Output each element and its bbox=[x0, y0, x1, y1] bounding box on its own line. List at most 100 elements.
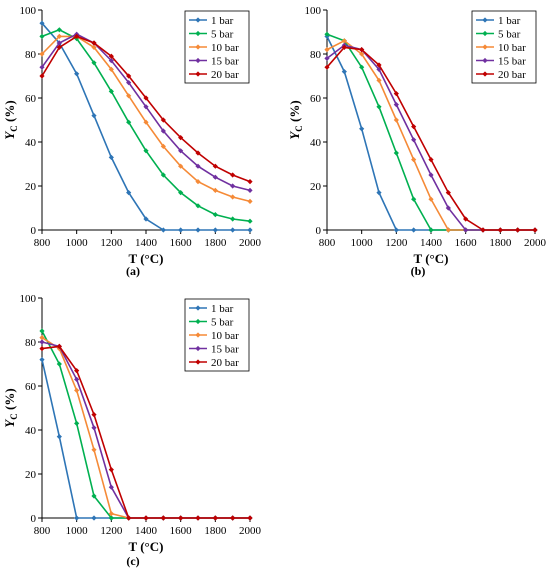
chart-panel-3: 0 20 40 60 80 100 800 1000 1200 1400 1600 1800 2000 T… bbox=[2, 293, 262, 568]
data-point bbox=[393, 102, 399, 108]
data-point bbox=[376, 62, 382, 68]
data-point bbox=[178, 135, 184, 141]
data-point bbox=[108, 511, 114, 517]
y-tick-label: 80 bbox=[310, 49, 322, 61]
legend-swatch-marker bbox=[195, 17, 201, 23]
data-point bbox=[91, 425, 97, 431]
y-tick-label: 40 bbox=[25, 425, 37, 437]
data-point bbox=[108, 58, 114, 64]
data-point bbox=[108, 88, 114, 94]
data-point bbox=[91, 412, 97, 418]
data-point bbox=[91, 44, 97, 50]
legend-label: 10 bar bbox=[211, 42, 239, 54]
data-point bbox=[445, 227, 451, 233]
data-point bbox=[160, 227, 166, 233]
data-point bbox=[143, 148, 149, 154]
data-point bbox=[195, 150, 201, 156]
data-point bbox=[91, 113, 97, 119]
data-point bbox=[126, 80, 132, 86]
data-point bbox=[91, 60, 97, 66]
data-point bbox=[324, 31, 330, 37]
data-point bbox=[39, 357, 45, 363]
data-point bbox=[195, 163, 201, 169]
legend-label: 5 bar bbox=[211, 317, 234, 329]
data-point bbox=[91, 40, 97, 46]
x-tick-label: 1400 bbox=[135, 237, 158, 249]
data-point bbox=[411, 196, 417, 202]
data-point bbox=[230, 515, 236, 521]
series-1 bbox=[39, 20, 253, 233]
legend-label: 1 bar bbox=[498, 15, 521, 27]
x-tick-label: 1000 bbox=[66, 525, 89, 537]
y-tick-label: 80 bbox=[25, 49, 37, 61]
data-point bbox=[178, 148, 184, 154]
data-point bbox=[74, 33, 80, 39]
legend-swatch-marker bbox=[482, 30, 488, 37]
data-point bbox=[445, 190, 451, 196]
data-point bbox=[212, 187, 218, 193]
x-tick-label: 1000 bbox=[351, 237, 374, 249]
series-5 bbox=[39, 33, 253, 185]
data-point bbox=[359, 126, 365, 132]
series-5 bbox=[39, 343, 253, 521]
legend-label: 15 bar bbox=[211, 344, 239, 356]
x-axis-label: T (°C) bbox=[129, 251, 164, 266]
x-tick-label: 1400 bbox=[135, 525, 158, 537]
data-point bbox=[74, 420, 80, 426]
y-tick-label: 0 bbox=[31, 513, 37, 525]
data-point bbox=[515, 227, 521, 233]
legend-label: 20 bar bbox=[498, 69, 526, 81]
data-point bbox=[56, 44, 62, 50]
legend-label: 15 bar bbox=[498, 56, 526, 68]
y-axis-label-main: Y bbox=[2, 419, 17, 428]
legend-label: 20 bar bbox=[211, 69, 239, 81]
data-point bbox=[393, 150, 399, 156]
data-point bbox=[126, 73, 132, 79]
x-tick-label: 1400 bbox=[420, 237, 443, 249]
data-point bbox=[160, 128, 166, 134]
data-point bbox=[39, 339, 45, 345]
legend-label: 1 bar bbox=[211, 15, 234, 27]
data-point bbox=[324, 47, 330, 53]
y-tick-label: 40 bbox=[25, 137, 37, 149]
data-point bbox=[230, 172, 236, 178]
x-tick-label: 1000 bbox=[66, 237, 89, 249]
x-tick-label: 2000 bbox=[239, 237, 262, 249]
legend-swatch-marker bbox=[195, 57, 201, 64]
x-tick-label: 1200 bbox=[100, 237, 123, 249]
data-point bbox=[247, 187, 253, 193]
data-point bbox=[39, 51, 45, 57]
data-point bbox=[393, 227, 399, 233]
y-axis-label-main: Y bbox=[2, 131, 17, 140]
data-point bbox=[74, 376, 80, 382]
data-point bbox=[324, 64, 330, 70]
y-axis-label-unit: (%) bbox=[2, 100, 17, 125]
y-axis-label-unit: (%) bbox=[2, 388, 17, 413]
x-tick-label: 1800 bbox=[204, 525, 227, 537]
legend-swatch-marker bbox=[195, 345, 201, 352]
data-point bbox=[324, 55, 330, 61]
data-point bbox=[39, 64, 45, 70]
data-point bbox=[143, 95, 149, 101]
y-tick-label: 20 bbox=[25, 181, 37, 193]
x-tick-label: 2000 bbox=[239, 525, 262, 537]
data-point bbox=[91, 447, 97, 453]
legend-label: 20 bar bbox=[211, 357, 239, 369]
data-point bbox=[56, 361, 62, 367]
x-tick-label: 1600 bbox=[170, 237, 193, 249]
data-point bbox=[56, 33, 62, 39]
data-point bbox=[39, 20, 45, 26]
data-point bbox=[532, 227, 538, 233]
data-point bbox=[160, 172, 166, 178]
data-point bbox=[74, 71, 80, 77]
data-point bbox=[411, 227, 417, 233]
data-point bbox=[428, 172, 434, 178]
data-point bbox=[39, 335, 45, 341]
data-point bbox=[126, 190, 132, 196]
data-point bbox=[126, 119, 132, 125]
data-point bbox=[230, 216, 236, 222]
legend-label: 5 bar bbox=[498, 29, 521, 41]
panel-label: (c) bbox=[126, 554, 139, 568]
